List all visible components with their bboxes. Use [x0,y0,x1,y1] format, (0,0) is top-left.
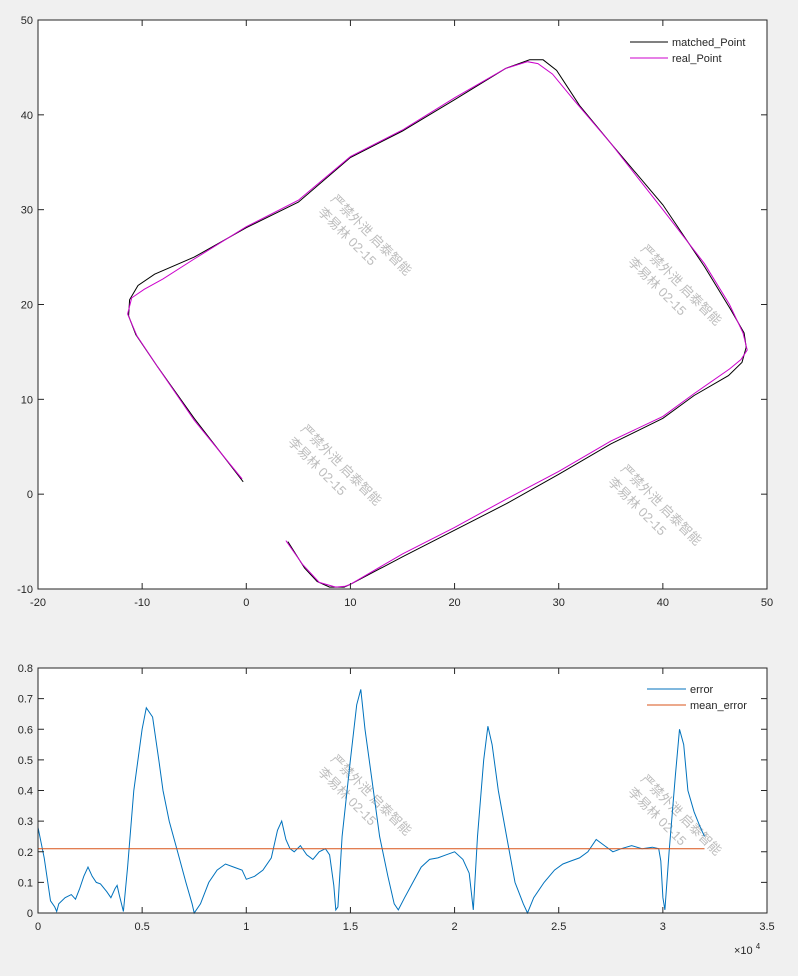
x-tick-label: 1.5 [343,921,358,933]
trajectory-legend: matched_Point real_Point [630,37,745,65]
legend-label-matched-point: matched_Point [672,37,745,49]
x-tick-label: 0 [35,921,41,933]
y-tick-label: 10 [21,394,33,406]
series-line-real-point [127,61,748,588]
y-tick-label: 20 [21,300,33,312]
series-line-matched-point [128,59,747,588]
y-tick-label: 0.7 [18,694,33,706]
y-tick-label: 0.3 [18,816,33,828]
trajectory-series-group [127,59,748,588]
error-legend: error mean_error [647,684,747,712]
y-tick-label: 0.1 [18,877,33,889]
y-tick-label: 0 [27,908,33,920]
x-tick-label: 10 [344,597,356,609]
x-exponent-label: ×10 4 [734,942,761,957]
x-exponent-power: 4 [756,942,761,951]
trajectory-axes-background [38,20,767,589]
x-tick-label: 2 [452,921,458,933]
trajectory-y-ticks: -10 0 10 20 30 40 50 [17,15,767,596]
x-tick-label: 1 [243,921,249,933]
x-tick-label: -20 [30,597,46,609]
x-tick-label: 40 [657,597,669,609]
legend-label-real-point: real_Point [672,53,722,65]
error-series-group [37,689,705,915]
y-tick-label: 0.2 [18,847,33,859]
y-tick-label: 30 [21,205,33,217]
error-y-ticks: 0 0.1 0.2 0.3 0.4 0.5 0.6 0.7 0.8 [18,663,767,920]
x-exponent-base: ×10 [734,945,753,957]
y-tick-label: 0.5 [18,755,33,767]
x-tick-label: -10 [134,597,150,609]
x-tick-label: 3 [660,921,666,933]
y-tick-label: 50 [21,15,33,27]
y-tick-label: 0.8 [18,663,33,675]
error-x-ticks: 0 0.5 1 1.5 2 2.5 3 3.5 [35,668,775,933]
y-tick-label: 40 [21,110,33,122]
error-axes-background [38,668,767,913]
x-tick-label: 20 [448,597,460,609]
y-tick-label: -10 [17,584,33,596]
x-tick-label: 2.5 [551,921,566,933]
legend-label-error: error [690,684,714,696]
x-tick-label: 0.5 [134,921,149,933]
legend-label-mean-error: mean_error [690,700,747,712]
y-tick-label: 0.4 [18,786,33,798]
x-tick-label: 30 [553,597,565,609]
y-tick-label: 0.6 [18,724,33,736]
trajectory-x-ticks: -20 -10 0 10 20 30 40 50 [30,20,773,609]
x-tick-label: 3.5 [759,921,774,933]
series-line-error [37,689,705,915]
x-tick-label: 50 [761,597,773,609]
x-tick-label: 0 [243,597,249,609]
y-tick-label: 0 [27,489,33,501]
